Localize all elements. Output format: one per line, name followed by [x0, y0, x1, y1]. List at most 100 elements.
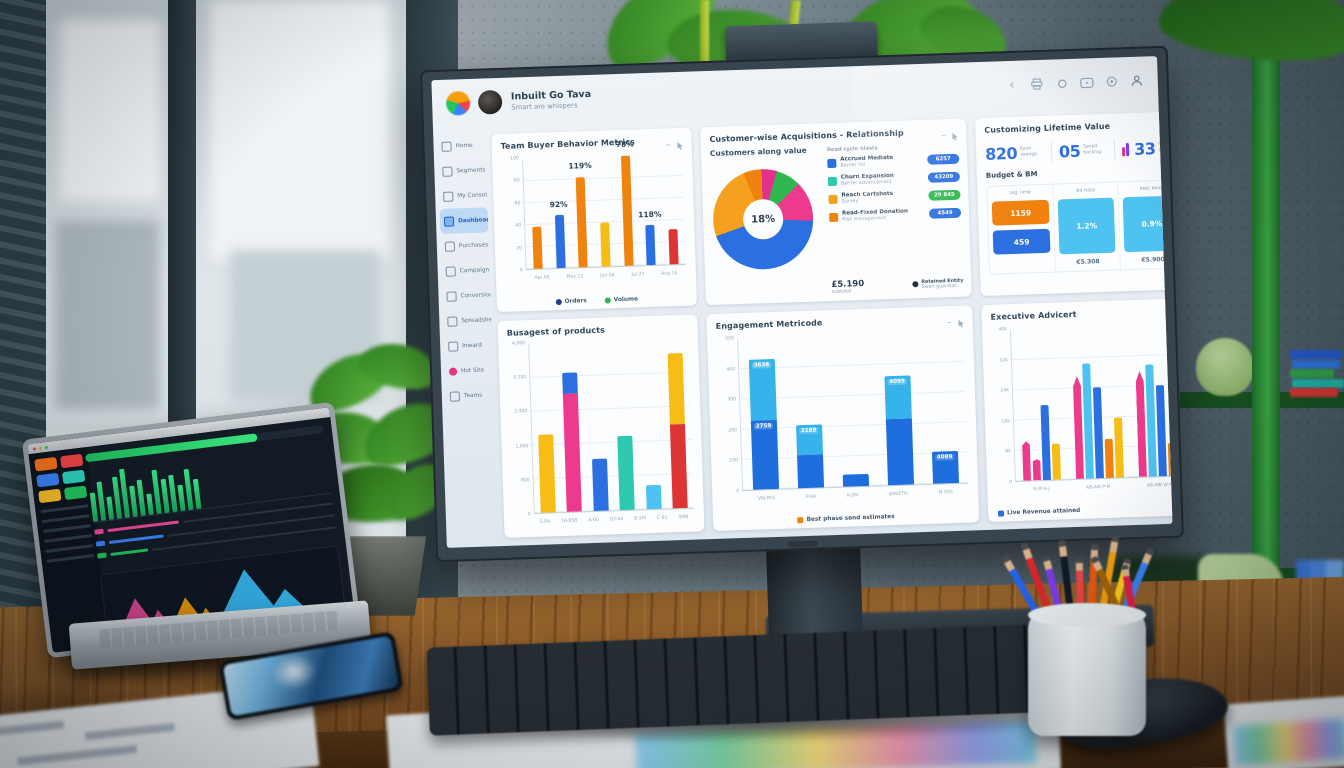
card-title: Customer-wise Acquisitions - Relationshi…	[709, 128, 904, 144]
print-icon[interactable]	[1030, 77, 1044, 91]
x-axis-labels: S-04 7A-85B A-00 03-64 B-5M C-61 SMB	[534, 512, 694, 527]
sidebar-item-teams[interactable]: Teams	[445, 382, 494, 409]
sidebar-item-hot-site[interactable]: Hot Site	[445, 357, 494, 384]
sidebar-item-home[interactable]: Home	[437, 132, 486, 159]
bar: 119%	[568, 157, 592, 268]
y-tick-label: 300	[727, 397, 737, 403]
back-icon[interactable]: ‹	[1008, 77, 1015, 93]
pointer-icon[interactable]	[951, 126, 959, 145]
profile-icon[interactable]	[1130, 74, 1144, 88]
green-bar	[183, 469, 194, 511]
footer-value-block: £5.190 subtotal	[831, 279, 864, 295]
kpi-sublabel: Saved backtop	[1083, 144, 1102, 156]
bar-group	[1018, 329, 1062, 481]
monitor-brand-logo	[787, 540, 818, 548]
legend-text: Reach Cartshots Survey	[841, 190, 924, 205]
card-lifetime-value: Customizing Lifetime Value 820 Save aveng…	[974, 111, 1173, 297]
sidebar-item-segments[interactable]: Segments	[438, 157, 487, 184]
bar-segment	[617, 435, 635, 511]
sidebar-item-purchases[interactable]: Purchases	[440, 232, 489, 259]
x-tick-label: S-04	[539, 518, 551, 525]
window-minimize-icon[interactable]	[38, 446, 43, 450]
green-bar	[106, 496, 115, 520]
bar-annotation: 78%	[615, 139, 634, 150]
window-zoom-icon[interactable]	[44, 445, 48, 449]
sidebar-item-spreadsheet[interactable]: Spreadsheet	[443, 307, 492, 334]
budget-table: Dig Time 1159 459 Bd Rate 1.2% €5.308 Best Avi…	[986, 179, 1173, 275]
bar	[667, 339, 688, 509]
y-tick-label: 40	[515, 223, 522, 229]
mini-chart-icon	[1122, 142, 1131, 156]
sidebar-item[interactable]	[42, 524, 91, 534]
sidebar-item-inward[interactable]: Inward	[444, 332, 493, 359]
app-tile[interactable]	[38, 488, 62, 504]
sidebar-item-conversions[interactable]: Conversions	[442, 282, 491, 309]
app-tile[interactable]	[34, 456, 58, 472]
green-bar	[168, 474, 178, 513]
bar-segment	[600, 222, 611, 267]
sidebar-item[interactable]	[40, 504, 89, 514]
collapse-icon[interactable]: –	[947, 317, 952, 328]
y-tick-label: 0	[527, 512, 531, 518]
sidebar-item[interactable]	[46, 553, 95, 563]
y-tick-label: 200	[728, 428, 738, 434]
light-segment: 2189	[795, 424, 823, 456]
header-toolbar: ‹	[1005, 74, 1144, 93]
green-bar	[177, 484, 186, 512]
purchases-icon	[444, 240, 456, 252]
book-spine	[1292, 359, 1340, 369]
chart-legend: Live Revenue attained	[988, 504, 1173, 517]
sidebar-item-campaigns[interactable]: Campaigns	[441, 257, 490, 284]
sidebar-item-dashboard[interactable]: Dashboard	[439, 207, 489, 234]
campaigns-icon	[445, 265, 456, 277]
sidebar-item[interactable]	[45, 544, 94, 553]
y-tick-label: 0	[519, 268, 523, 274]
pointer-icon[interactable]	[676, 135, 684, 154]
legend-swatch	[555, 298, 562, 306]
print-mark	[16, 745, 138, 766]
bar-segment	[537, 434, 556, 513]
x-tick-label: BAKETH	[889, 491, 908, 497]
collapse-icon[interactable]: –	[665, 139, 671, 150]
executive-group-chart: 40k 32k 24k 16k 8k 0 R-M 4-J AB-AM P-M AB-MB W-M…	[988, 324, 1173, 496]
bar-segment	[670, 423, 688, 509]
x-tick-label: AB-AM P-M	[1085, 484, 1111, 491]
bar	[561, 343, 583, 512]
sidebar-item-my-console[interactable]: My Console	[439, 182, 488, 209]
budget-column: Dig Time 1159 459	[987, 185, 1055, 274]
x-tick-label: B-5M	[634, 515, 646, 522]
print-mark	[0, 720, 65, 736]
app-tile[interactable]	[36, 472, 60, 488]
y-tick-label: 80	[513, 178, 520, 184]
avatar[interactable]	[477, 89, 503, 115]
budget-tile[interactable]: 459	[992, 228, 1051, 255]
x-axis-labels: Apr 05 May 12 Jun 04 Jul 22 Aug 15	[526, 268, 686, 283]
budget-tile[interactable]: 1.2%	[1057, 197, 1116, 255]
sidebar-item[interactable]	[44, 534, 93, 543]
collapse-icon[interactable]: –	[940, 130, 946, 141]
window-close-icon[interactable]	[32, 446, 37, 451]
x-tick-label: 03-64	[609, 516, 624, 522]
budget-tile[interactable]: 1159	[991, 199, 1050, 226]
icon-bar	[1126, 142, 1130, 156]
pointer-icon[interactable]	[957, 313, 965, 332]
bar: 78%	[616, 140, 634, 266]
bar-segment	[1104, 438, 1115, 479]
bar	[530, 159, 543, 269]
bar	[535, 343, 556, 513]
sidebar-item[interactable]	[41, 514, 90, 524]
y-tick-label: 100	[510, 156, 520, 162]
print-mark	[84, 722, 175, 741]
bar-stack	[838, 335, 869, 487]
target-icon[interactable]	[1105, 74, 1119, 88]
sidebar-item-label: Dashboard	[457, 216, 489, 224]
bar-annotation: 119%	[568, 161, 592, 171]
bar-segment	[532, 226, 543, 269]
record-icon[interactable]	[1055, 76, 1069, 90]
display-icon[interactable]	[1080, 75, 1094, 89]
x-tick-label: Jul 22	[631, 271, 645, 278]
pencil-cup	[1028, 603, 1146, 736]
sidebar-item-label: Campaigns	[459, 266, 491, 274]
dark-segment: 4089	[931, 451, 959, 484]
